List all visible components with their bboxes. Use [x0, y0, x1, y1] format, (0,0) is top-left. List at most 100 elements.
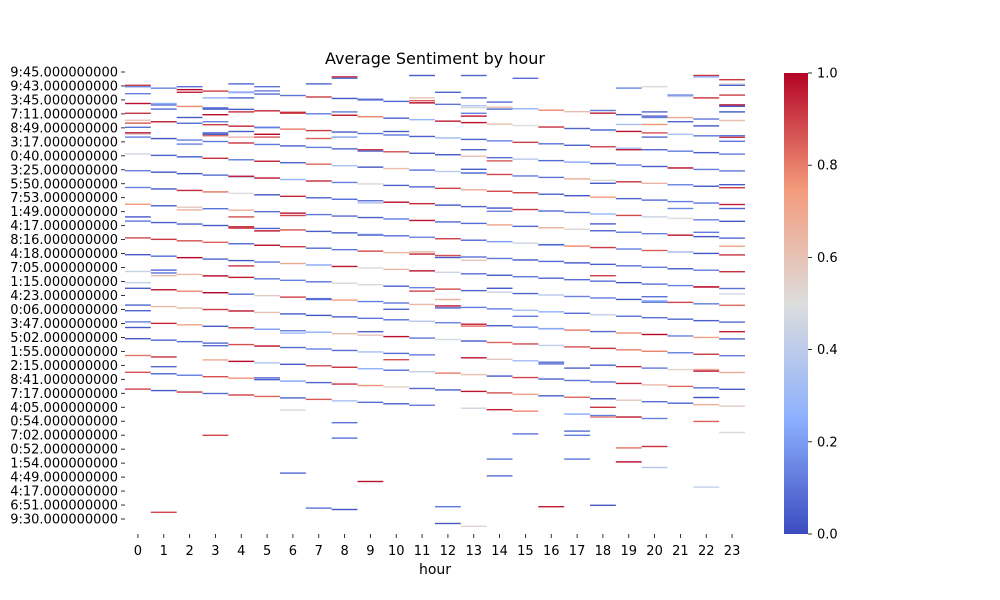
heatmap-cell: [564, 211, 590, 214]
heatmap-cell: [512, 326, 539, 328]
heatmap-cell: [228, 377, 255, 379]
heatmap-cell: [409, 370, 435, 373]
heatmap-cell: [176, 105, 203, 108]
heatmap-cell: [409, 253, 435, 255]
heatmap-cell: [486, 160, 513, 162]
heatmap-cell: [357, 384, 384, 387]
heatmap-cell: [590, 246, 616, 249]
heatmap-cell: [693, 118, 720, 120]
x-tick-label: 10: [388, 544, 405, 559]
heatmap-cell: [280, 409, 306, 411]
heatmap-cell: [667, 150, 694, 152]
heatmap-cell: [202, 434, 229, 436]
heatmap-cell: [409, 135, 435, 138]
heatmap-cell: [641, 367, 668, 369]
heatmap-cell: [667, 167, 694, 169]
y-tick-label: 7:11.000000000: [10, 107, 118, 122]
heatmap-cell: [202, 174, 229, 176]
heatmap-cell: [641, 149, 668, 151]
heatmap-cell: [615, 130, 642, 133]
y-tick-label: 5:02.000000000: [10, 331, 118, 346]
heatmap-cell: [512, 208, 539, 211]
heatmap-cell: [357, 317, 384, 320]
heatmap-cell: [409, 290, 435, 292]
heatmap-cell: [280, 279, 306, 282]
heatmap-cell: [357, 202, 384, 204]
heatmap-cell: [383, 302, 410, 304]
heatmap-cell: [590, 364, 616, 366]
heatmap-cell: [590, 263, 616, 266]
heatmap-cell: [667, 284, 694, 287]
heatmap-cell: [254, 261, 280, 263]
heatmap-cell: [409, 169, 435, 171]
heatmap-cell: [228, 293, 255, 295]
heatmap-cell: [228, 343, 255, 346]
heatmap-cell: [409, 186, 435, 188]
heatmap-cell: [693, 319, 720, 322]
heatmap-cell: [357, 401, 384, 404]
heatmap-cell: [331, 265, 358, 268]
heatmap-cell: [228, 310, 255, 312]
heatmap-cell: [176, 206, 203, 208]
heatmap-cell: [228, 136, 255, 138]
y-tick-label: 7:05.000000000: [10, 261, 118, 276]
heatmap-cell: [615, 461, 642, 463]
heatmap-cell: [331, 299, 358, 301]
heatmap-cell: [150, 511, 177, 513]
x-axis-label: hour: [419, 562, 451, 578]
x-tick-label: 2: [185, 544, 193, 559]
heatmap-cell: [383, 151, 410, 153]
heatmap-cell: [150, 102, 177, 105]
heatmap-cell: [305, 348, 332, 350]
heatmap-cell: [435, 154, 461, 156]
heatmap-cell: [228, 192, 255, 195]
heatmap-cell: [125, 270, 151, 273]
heatmap-cell: [125, 153, 151, 155]
heatmap-cell: [486, 274, 513, 276]
heatmap-cell: [486, 123, 513, 125]
heatmap-cell: [228, 259, 255, 262]
heatmap-cell: [693, 396, 720, 399]
heatmap-cell: [564, 144, 590, 146]
heatmap-cell: [280, 94, 306, 97]
heatmap-cell: [357, 183, 384, 185]
heatmap-cell: [331, 248, 358, 251]
heatmap-cell: [435, 271, 461, 274]
heatmap-cell: [435, 288, 461, 290]
heatmap-cell: [331, 148, 358, 150]
heatmap-cell: [202, 140, 229, 143]
heatmap-cell: [435, 204, 461, 206]
heatmap-cell: [590, 347, 616, 350]
heatmap-cell: [460, 357, 487, 359]
heatmap-cell: [254, 311, 280, 314]
heatmap-cell: [435, 298, 461, 301]
heatmap-cell: [693, 168, 720, 171]
heatmap-cell: [460, 74, 487, 77]
heatmap-cell: [150, 339, 177, 341]
heatmap-cell: [693, 403, 720, 406]
heatmap-cell: [693, 235, 720, 238]
heatmap-cell: [202, 121, 229, 123]
heatmap-cell: [228, 243, 255, 245]
heatmap-cell: [435, 103, 461, 106]
heatmap-cell: [202, 308, 229, 311]
heatmap-cell: [667, 234, 694, 236]
heatmap-cell: [486, 207, 513, 209]
heatmap-cell: [305, 180, 332, 182]
heatmap-cell: [435, 120, 461, 122]
heatmap-cell: [460, 273, 487, 275]
heatmap-cell: [719, 135, 745, 137]
heatmap-cell: [305, 197, 332, 199]
heatmap-cell: [512, 309, 539, 312]
x-tick-label: 21: [672, 544, 689, 559]
heatmap-cell: [667, 318, 694, 320]
heatmap-cell: [615, 181, 642, 183]
y-tick-label: 9:45.000000000: [10, 66, 118, 81]
heatmap-cell: [409, 102, 435, 104]
heatmap-cell: [409, 74, 435, 77]
heatmap-cell: [228, 327, 255, 329]
y-tick-label: 3:17.000000000: [10, 135, 118, 150]
heatmap-cell: [254, 136, 280, 138]
heatmap-cell: [202, 376, 229, 378]
heatmap-cell: [486, 392, 513, 394]
